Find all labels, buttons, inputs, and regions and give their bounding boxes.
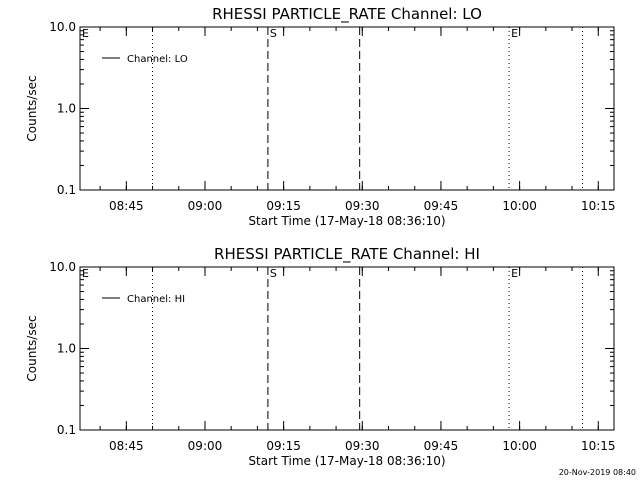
y-tick-label: 1.0 (57, 102, 76, 116)
x-tick-label: 09:30 (345, 199, 380, 213)
x-tick-label: 09:30 (345, 439, 380, 453)
x-tick-label: 10:15 (581, 199, 616, 213)
x-tick-label: 09:45 (424, 439, 459, 453)
x-tick-label: 10:00 (502, 199, 537, 213)
x-axis-label: Start Time (17-May-18 08:36:10) (248, 214, 445, 228)
chart-panel-lo: RHESSI PARTICLE_RATE Channel: LO 0.1 1.0 10… (25, 5, 616, 228)
y-tick-label: 10.0 (49, 260, 76, 274)
x-tick-label: 08:45 (109, 199, 144, 213)
time-marker-label: S (270, 27, 277, 40)
chart-panel-hi: RHESSI PARTICLE_RATE Channel: HI 0.1 1.0 10… (25, 245, 616, 468)
time-marker-label: E (511, 267, 518, 280)
x-tick-label: 10:00 (502, 439, 537, 453)
x-tick-label: 10:15 (581, 439, 616, 453)
x-tick-label: 09:15 (266, 199, 301, 213)
y-axis-label: Counts/sec (25, 75, 39, 141)
x-tick-label: 09:00 (188, 199, 223, 213)
plot-frame (79, 266, 615, 431)
time-marker-label: E (511, 27, 518, 40)
x-tick-label: 09:00 (188, 439, 223, 453)
x-tick-label: 09:45 (424, 199, 459, 213)
y-tick-label: 10.0 (49, 20, 76, 34)
y-tick-label: 0.1 (57, 423, 76, 437)
y-axis-label: Counts/sec (25, 315, 39, 381)
time-marker-label: S (270, 267, 277, 280)
y-tick-label: 0.1 (57, 183, 76, 197)
chart-title: RHESSI PARTICLE_RATE Channel: HI (214, 245, 480, 264)
time-marker-label: E (82, 267, 89, 280)
x-axis-label: Start Time (17-May-18 08:36:10) (248, 454, 445, 468)
legend-label: Channel: LO (127, 54, 188, 65)
x-tick-label: 08:45 (109, 439, 144, 453)
y-tick-label: 1.0 (57, 342, 76, 356)
footer-timestamp: 20-Nov-2019 08:40 (559, 468, 636, 477)
x-tick-label: 09:15 (266, 439, 301, 453)
plot-frame (79, 26, 615, 191)
chart-title: RHESSI PARTICLE_RATE Channel: LO (212, 5, 482, 24)
time-marker-label: E (82, 27, 89, 40)
legend-label: Channel: HI (127, 294, 185, 305)
